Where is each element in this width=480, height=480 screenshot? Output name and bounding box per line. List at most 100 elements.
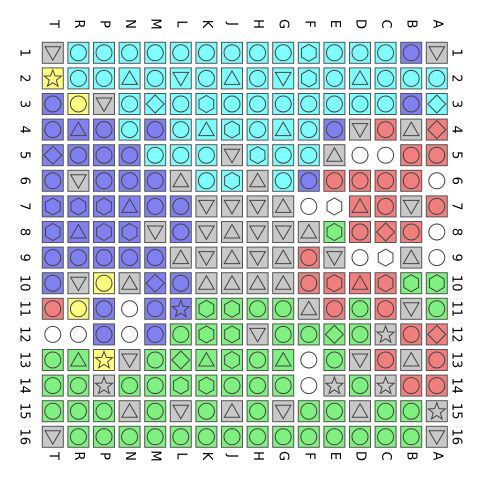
cell-E11[interactable] <box>323 297 346 320</box>
cell-F12[interactable] <box>297 323 320 346</box>
cell-J16[interactable] <box>221 425 243 448</box>
cell-T11[interactable] <box>41 297 64 320</box>
cell-P7[interactable] <box>93 195 115 218</box>
cell-R16[interactable] <box>67 425 90 448</box>
cell-A5[interactable] <box>425 144 448 167</box>
cell-K10[interactable] <box>195 272 218 295</box>
cell-H15[interactable] <box>246 400 269 423</box>
cell-A4[interactable] <box>425 118 448 141</box>
cell-C3[interactable] <box>374 93 397 115</box>
cell-R5[interactable] <box>67 144 90 167</box>
cell-B6[interactable] <box>400 169 423 192</box>
cell-B13[interactable] <box>400 349 423 371</box>
cell-M7[interactable] <box>144 195 167 218</box>
cell-R13[interactable] <box>67 349 90 371</box>
cell-K14[interactable] <box>195 374 218 397</box>
cell-H8[interactable] <box>246 221 269 243</box>
cell-N3[interactable] <box>118 93 141 115</box>
cell-C13[interactable] <box>374 349 397 371</box>
cell-C2[interactable] <box>374 67 397 90</box>
cell-L12[interactable] <box>169 323 192 346</box>
cell-H10[interactable] <box>246 272 269 295</box>
cell-F16[interactable] <box>297 425 320 448</box>
cell-D2[interactable] <box>349 67 371 90</box>
cell-C10[interactable] <box>374 272 397 295</box>
cell-A12[interactable] <box>425 323 448 346</box>
cell-P14[interactable] <box>93 374 115 397</box>
cell-H2[interactable] <box>246 67 269 90</box>
cell-B15[interactable] <box>400 400 423 423</box>
cell-H6[interactable] <box>246 169 269 192</box>
cell-G14[interactable] <box>272 374 295 397</box>
cell-A3[interactable] <box>425 93 448 115</box>
cell-F15[interactable] <box>297 400 320 423</box>
cell-N10[interactable] <box>118 272 141 295</box>
cell-H4[interactable] <box>246 118 269 141</box>
cell-N16[interactable] <box>118 425 141 448</box>
cell-G10[interactable] <box>272 272 295 295</box>
cell-P12[interactable] <box>93 323 115 346</box>
cell-L8[interactable] <box>169 221 192 243</box>
cell-R14[interactable] <box>67 374 90 397</box>
cell-E2[interactable] <box>323 67 346 90</box>
cell-F8[interactable] <box>297 221 320 243</box>
cell-F5[interactable] <box>297 144 320 167</box>
cell-H14[interactable] <box>246 374 269 397</box>
cell-A11[interactable] <box>425 297 448 320</box>
cell-E7[interactable] <box>326 197 343 216</box>
cell-N9[interactable] <box>118 246 141 269</box>
cell-E13[interactable] <box>323 349 346 371</box>
cell-K11[interactable] <box>195 297 218 320</box>
cell-T6[interactable] <box>41 169 64 192</box>
cell-D15[interactable] <box>349 400 371 423</box>
cell-B5[interactable] <box>400 144 423 167</box>
cell-M12[interactable] <box>144 323 167 346</box>
cell-M13[interactable] <box>144 349 167 371</box>
cell-E10[interactable] <box>323 272 346 295</box>
cell-P9[interactable] <box>93 246 115 269</box>
cell-C12[interactable] <box>374 323 397 346</box>
cell-M8[interactable] <box>144 221 167 243</box>
cell-R7[interactable] <box>67 195 90 218</box>
cell-P6[interactable] <box>93 169 115 192</box>
cell-F10[interactable] <box>297 272 320 295</box>
cell-J4[interactable] <box>221 118 243 141</box>
cell-M15[interactable] <box>144 400 167 423</box>
cell-K12[interactable] <box>195 323 218 346</box>
cell-N1[interactable] <box>118 41 141 64</box>
cell-T2[interactable] <box>41 67 64 90</box>
cell-L15[interactable] <box>169 400 192 423</box>
cell-P13[interactable] <box>93 349 115 371</box>
cell-T7[interactable] <box>41 195 64 218</box>
cell-K6[interactable] <box>195 169 218 192</box>
cell-T16[interactable] <box>41 425 64 448</box>
cell-L5[interactable] <box>169 144 192 167</box>
cell-H7[interactable] <box>246 195 269 218</box>
cell-H13[interactable] <box>246 349 269 371</box>
cell-L9[interactable] <box>169 246 192 269</box>
cell-F11[interactable] <box>297 297 320 320</box>
cell-E9[interactable] <box>323 246 346 269</box>
cell-G11[interactable] <box>272 297 295 320</box>
cell-M2[interactable] <box>144 67 167 90</box>
cell-K3[interactable] <box>195 93 218 115</box>
cell-P5[interactable] <box>93 144 115 167</box>
cell-B2[interactable] <box>400 67 423 90</box>
cell-T1[interactable] <box>41 41 64 64</box>
cell-G13[interactable] <box>272 349 295 371</box>
cell-A6[interactable] <box>428 172 446 190</box>
cell-M1[interactable] <box>144 41 167 64</box>
cell-K16[interactable] <box>195 425 218 448</box>
cell-H3[interactable] <box>246 93 269 115</box>
cell-A1[interactable] <box>425 41 448 64</box>
cell-J7[interactable] <box>221 195 243 218</box>
cell-M4[interactable] <box>144 118 167 141</box>
cell-G3[interactable] <box>272 93 295 115</box>
cell-J8[interactable] <box>221 221 243 243</box>
cell-E1[interactable] <box>323 41 346 64</box>
cell-M16[interactable] <box>144 425 167 448</box>
cell-F7[interactable] <box>300 197 318 215</box>
cell-M11[interactable] <box>144 297 167 320</box>
cell-T15[interactable] <box>41 400 64 423</box>
cell-P8[interactable] <box>93 221 115 243</box>
